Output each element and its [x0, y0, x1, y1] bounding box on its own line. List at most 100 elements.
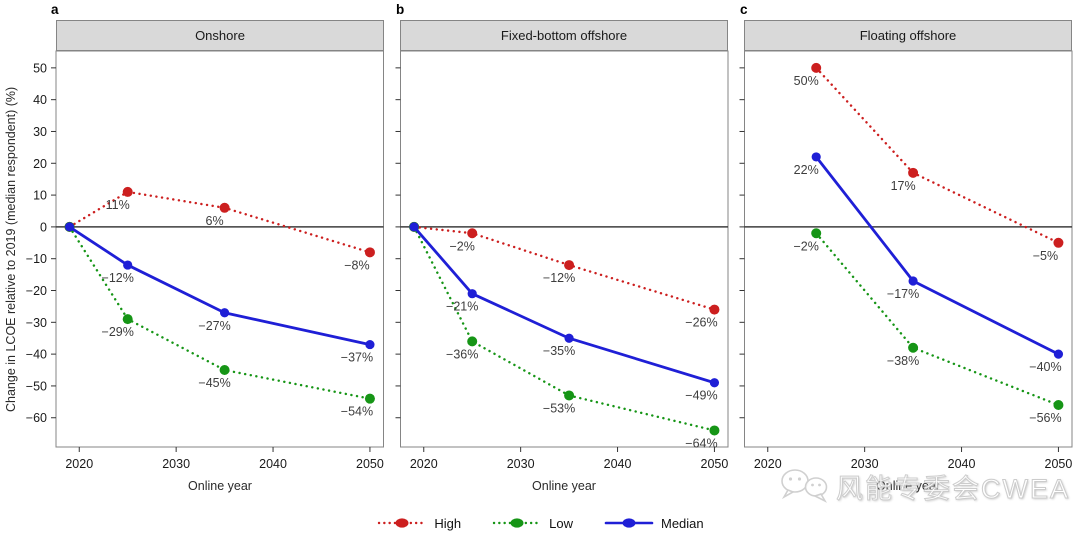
chart-text: −38%	[887, 354, 919, 368]
panel-border	[744, 50, 1073, 448]
data-point	[709, 304, 720, 315]
panel-b: 2020 2030 2040 2050 −2% −12% −26% −36% −53% −64% −…	[395, 50, 729, 471]
data-point	[1053, 400, 1064, 411]
data-point	[709, 378, 720, 388]
legend-label-high: High	[434, 515, 462, 531]
data-point	[908, 276, 918, 286]
panel-border	[400, 50, 729, 448]
data-point	[123, 260, 133, 270]
chart-text: 2030	[507, 457, 535, 471]
chart-text: −45%	[198, 376, 230, 390]
chart-text: −20	[26, 284, 47, 298]
data-point	[122, 186, 133, 197]
series-high: −2% −12% −26%	[409, 221, 720, 330]
panel-c: 2020 2030 2040 2050 50% 17% −5% −2% −38% −56% 22% −…	[739, 50, 1073, 471]
series-line	[68, 190, 372, 254]
data-point	[811, 228, 822, 239]
panel-letter-b: b	[396, 2, 405, 17]
data-point	[811, 62, 822, 73]
data-point	[1053, 237, 1064, 248]
data-point	[908, 167, 919, 178]
series-median: 22% −17% −40%	[794, 152, 1064, 374]
chart-text: −10	[26, 252, 47, 266]
chart-text: −49%	[685, 389, 717, 403]
chart-text: 2040	[604, 457, 632, 471]
chart-text: 2040	[948, 457, 976, 471]
data-point	[219, 365, 230, 376]
x-axis-label-a: Online year	[188, 479, 252, 493]
panel-border	[55, 50, 384, 448]
legend: High Low Median	[0, 515, 1080, 531]
legend-item-median: Median	[603, 515, 704, 531]
chart-text: 2020	[410, 457, 438, 471]
chart-text: 0	[40, 220, 47, 234]
chart-text: −8%	[344, 258, 369, 272]
chart-text: 20	[33, 157, 47, 171]
chart-text: 50%	[794, 74, 819, 88]
chart-text: −2%	[450, 239, 475, 253]
chart-text: 40	[33, 93, 47, 107]
series-high: 11% 6% −8%	[64, 186, 375, 272]
chart-text: 2020	[65, 457, 93, 471]
chart-text: 2050	[1045, 457, 1073, 471]
chart-text: 2020	[754, 457, 782, 471]
chart-text: −26%	[685, 316, 717, 330]
series-high: 50% 17% −5%	[794, 62, 1064, 263]
chart-text: −56%	[1029, 411, 1061, 425]
chart-text: −40	[26, 348, 47, 362]
data-point	[564, 390, 575, 401]
chart-text: −50	[26, 379, 47, 393]
chart-text: −30	[26, 316, 47, 330]
data-point	[219, 202, 230, 213]
chart-text: −29%	[102, 325, 134, 339]
legend-label-median: Median	[660, 515, 704, 531]
data-point	[409, 222, 419, 232]
series-line	[815, 66, 1060, 244]
chart-text: −12%	[543, 271, 575, 285]
chart-text: 2050	[356, 457, 384, 471]
panel-title-floating-offshore: Floating offshore	[744, 20, 1072, 51]
data-point	[467, 228, 478, 239]
chart-text: 2040	[259, 457, 287, 471]
chart-text: 2030	[162, 457, 190, 471]
data-point	[467, 336, 478, 347]
legend-marker	[510, 518, 524, 528]
chart-text: 2050	[701, 457, 729, 471]
low-series-swatch-icon	[492, 518, 542, 528]
x-axis-label-b: Online year	[532, 479, 596, 493]
series-line	[68, 225, 372, 346]
chart-text: 30	[33, 125, 47, 139]
data-point	[564, 333, 574, 343]
chart-text: −54%	[341, 405, 373, 419]
data-point	[467, 289, 477, 299]
series-median: −12% −27% −37%	[64, 222, 375, 365]
chart-canvas: 50 40 30 20 10 0 −10 −20 −30 −40 −50 −60 2020 2030 204…	[26, 50, 1073, 471]
panel-title-onshore: Onshore	[56, 20, 384, 51]
data-point	[564, 260, 575, 271]
data-point	[709, 425, 720, 436]
median-series-swatch-icon	[604, 518, 654, 528]
chart-text: 50	[33, 61, 47, 75]
series-line	[815, 232, 1060, 407]
series-low: −2% −38% −56%	[794, 228, 1064, 425]
chart-text: −40%	[1029, 360, 1061, 374]
series-line	[412, 225, 716, 385]
series-median: −21% −35% −49%	[409, 222, 720, 403]
data-point	[364, 247, 375, 258]
chart-text: −60	[26, 411, 47, 425]
chart-text: −64%	[685, 436, 717, 450]
legend-label-low: Low	[549, 515, 573, 531]
chart-text: 10	[33, 189, 47, 203]
data-point	[1053, 349, 1064, 359]
chart-text: −2%	[794, 239, 819, 253]
panel-title-fixed-bottom-offshore: Fixed-bottom offshore	[400, 20, 728, 51]
data-point	[365, 339, 375, 350]
legend-item-high: High	[376, 515, 461, 531]
data-point	[64, 222, 75, 232]
panel-a: 50 40 30 20 10 0 −10 −20 −30 −40 −50 −60 2020 2030 204…	[26, 50, 384, 471]
series-line	[412, 225, 716, 432]
chart-text: −53%	[543, 401, 575, 415]
x-axis-label-c: Online year	[876, 479, 940, 493]
chart-text: −36%	[446, 347, 478, 361]
